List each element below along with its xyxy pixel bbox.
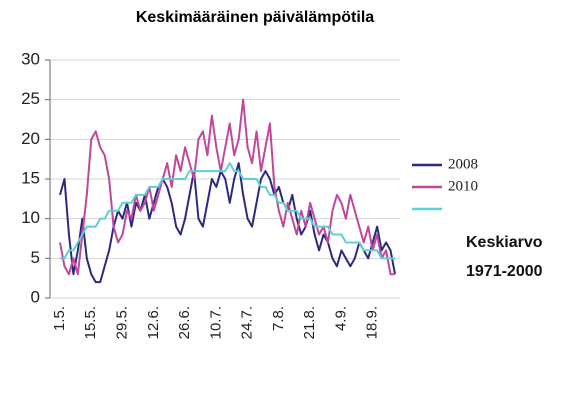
series-line [60,162,395,260]
series-line [59,98,395,276]
legend-label: 2008 [448,156,478,172]
x-tick-label: 18.9. [364,306,381,339]
y-tick-label: 30 [21,49,40,68]
y-tick-label: 0 [31,287,40,306]
y-tick-label: 10 [21,208,40,227]
y-tick-label: 5 [31,248,40,267]
x-tick-label: 29.5. [114,306,131,339]
y-tick-label: 20 [21,129,40,148]
x-tick-label: 21.8. [301,306,318,339]
legend-label: Keskiarvo 1971-2000 [466,234,543,280]
x-tick-label: 15.5. [82,306,99,339]
x-tick-label: 26.6. [176,306,193,339]
series-line [59,162,396,284]
x-tick-label: 7.8. [270,306,287,331]
legend-label: 2010 [448,178,478,194]
x-tick-label: 1.5. [51,306,68,331]
x-tick-label: 12.6. [145,306,162,339]
y-tick-label: 15 [21,168,40,187]
chart-title: Keskimääräinen päivälämpötila [136,9,374,26]
y-tick-label: 25 [21,89,40,108]
x-tick-label: 10.7. [207,306,224,339]
x-tick-label: 4.9. [332,306,349,331]
x-tick-label: 24.7. [239,306,256,339]
